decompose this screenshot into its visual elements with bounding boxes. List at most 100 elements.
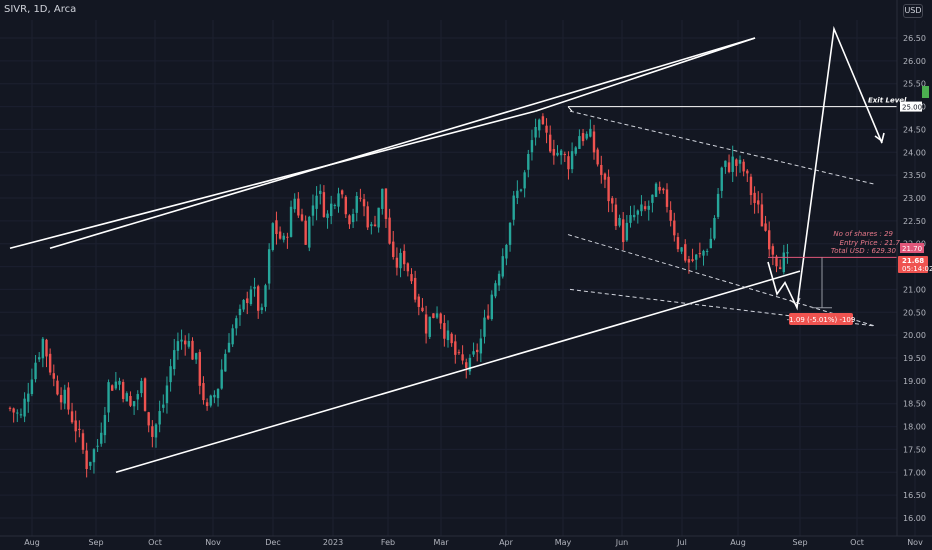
candle-body (614, 204, 618, 227)
price-tick-label: 20.00 (903, 331, 926, 340)
candle-body (111, 385, 114, 391)
price-tick-label: 19.50 (903, 354, 926, 363)
candle-body (249, 289, 253, 305)
candle-body (497, 273, 501, 286)
candle-body (486, 315, 490, 319)
price-tick-label: 23.00 (903, 194, 926, 203)
candle-body (538, 119, 541, 131)
time-tick-label: Jul (676, 538, 687, 547)
price-tick-label: 19.00 (903, 377, 926, 386)
candle-body (275, 220, 278, 235)
candle-body (264, 285, 267, 307)
candle-body (508, 222, 512, 245)
candle-body (373, 224, 377, 226)
candle-body (519, 189, 523, 191)
position-entry: Entry Price : 21.7 (840, 239, 901, 247)
candle-body (41, 338, 45, 359)
candle-body (118, 380, 121, 385)
candle-body (322, 192, 326, 218)
candle-body (439, 313, 442, 324)
candle-body (286, 236, 289, 238)
time-tick-label: Aug (24, 538, 40, 547)
candle-body (530, 140, 534, 153)
candle-body (632, 214, 636, 218)
candle-body (512, 195, 515, 220)
price-tick-label: 26.00 (903, 57, 926, 66)
candle-body (432, 313, 435, 319)
time-tick-label: Oct (148, 538, 162, 547)
candle-body (78, 428, 81, 430)
current-price-tag: 21.68 (902, 257, 924, 265)
candle-body (764, 223, 767, 231)
candles (8, 113, 789, 478)
candle-body (48, 353, 52, 373)
candle-body (56, 380, 59, 395)
candle-body (362, 199, 366, 207)
currency-button[interactable]: USD (903, 4, 923, 18)
pnl-box-bg (789, 313, 853, 325)
candle-body (246, 298, 249, 304)
time-tick-label: Apr (499, 538, 514, 547)
symbol-label: SIVR, 1D, Arca (4, 4, 77, 15)
candle-body (603, 173, 607, 180)
candle-body (618, 217, 621, 226)
candle-body (589, 128, 592, 137)
candle-body (12, 408, 15, 413)
candle-body (406, 263, 410, 272)
candle-body (202, 383, 205, 401)
candle-body (8, 407, 12, 409)
candle-body (662, 188, 665, 191)
candle-body (136, 394, 139, 400)
candle-body (198, 352, 201, 386)
candle-body (742, 161, 745, 172)
candle-body (424, 314, 428, 334)
candle-body (381, 188, 384, 209)
candle-body (673, 220, 676, 236)
candle-body (731, 156, 734, 172)
candle-body (81, 433, 85, 450)
candle-body (74, 420, 77, 432)
candle-body (695, 254, 698, 260)
candle-body (483, 317, 486, 337)
candle-body (574, 147, 577, 154)
candle-body (476, 349, 479, 353)
candle-body (209, 395, 212, 406)
candle-body (421, 307, 424, 312)
candle-body (654, 183, 658, 197)
candle-body (30, 379, 34, 394)
grid (0, 20, 916, 536)
candle-body (395, 257, 399, 268)
candle-body (282, 235, 285, 240)
price-tick-label: 24.50 (903, 125, 926, 134)
candle-body (676, 237, 680, 250)
candle-body (399, 252, 402, 269)
exit-price-tag-bg (900, 101, 922, 112)
time-tick-label: Sep (792, 538, 807, 547)
candle-body (465, 362, 468, 368)
candle-body (468, 357, 472, 372)
green-marker (922, 86, 929, 98)
candle-body (267, 249, 271, 284)
candle-body (180, 339, 183, 342)
candle-body (151, 426, 154, 437)
candle-body (59, 395, 63, 403)
candle-body (472, 351, 475, 355)
candle-body (640, 204, 643, 212)
candle-body (581, 133, 585, 142)
candle-body (709, 238, 712, 249)
candle-body (461, 354, 464, 361)
time-tick-label: Nov (205, 538, 221, 547)
time-axis[interactable]: Aug Sep Oct Nov Dec 2023 Feb Mar Apr May Jun Jul Aug… (0, 535, 932, 547)
candle-body (388, 217, 391, 244)
dashed-lower-line (567, 234, 876, 327)
candle-body (684, 244, 687, 261)
candle-body (176, 341, 180, 351)
price-axis[interactable]: 26.50 26.00 25.50 25.00 24.50 24.00 23.50 23.00… (896, 0, 926, 536)
candle-body (67, 387, 70, 410)
current-price-tag-bg (898, 256, 928, 273)
candle-body (377, 207, 380, 228)
candle-body (63, 389, 66, 404)
candle-body (552, 149, 556, 156)
candle-body (351, 214, 355, 223)
